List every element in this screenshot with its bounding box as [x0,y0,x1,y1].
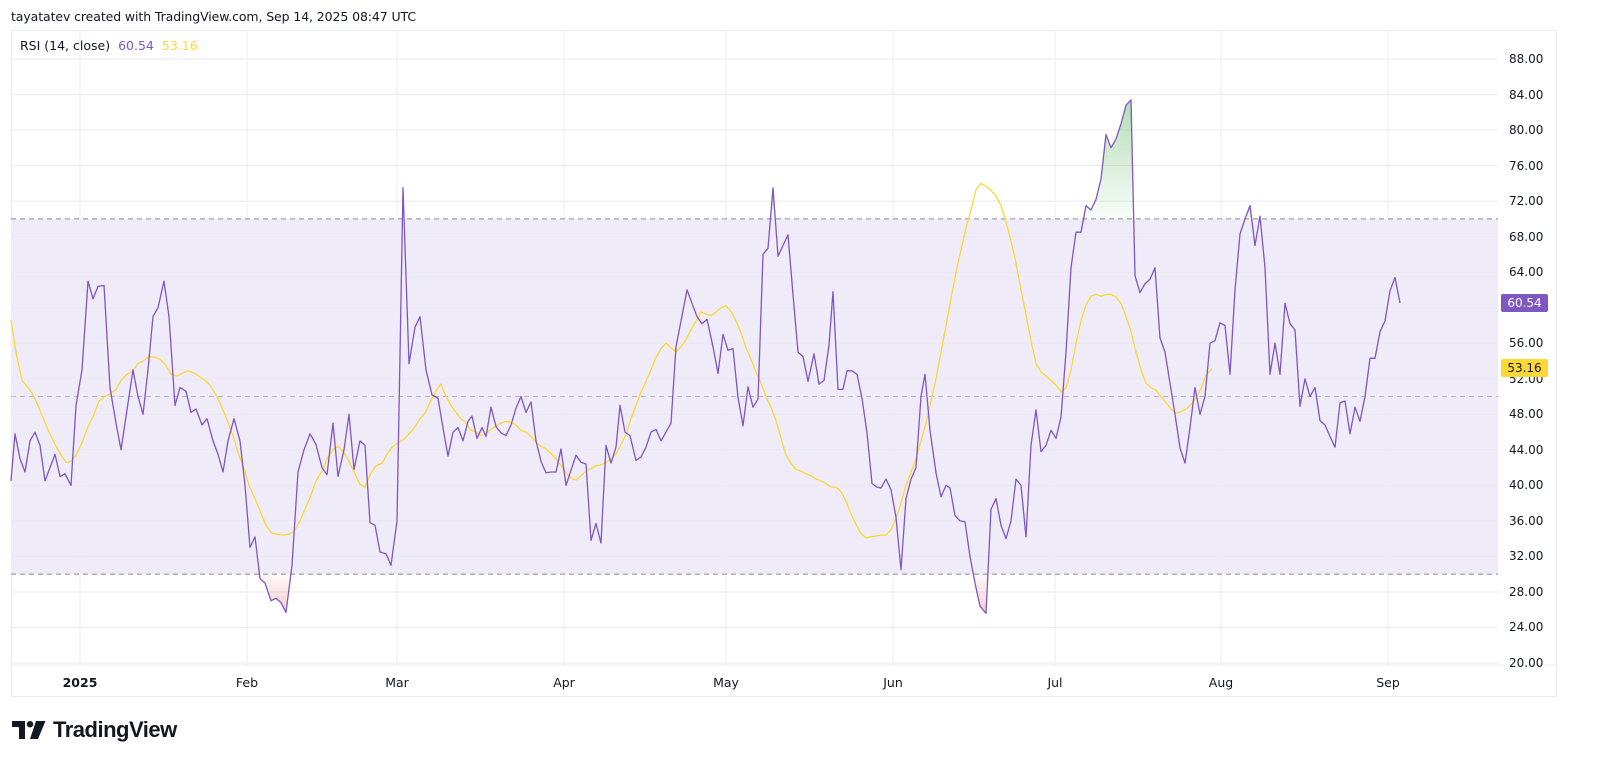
tradingview-logo-icon [12,721,46,739]
oversold-fill [973,574,988,614]
y-axis-tick-label: 20.00 [1509,656,1544,670]
y-axis-tick-label: 36.00 [1509,513,1544,528]
rsi-ma-value: 53.16 [161,38,198,53]
y-axis-tick-label: 24.00 [1509,620,1544,635]
indicator-title: RSI (14, close) [20,38,111,53]
x-axis-tick-label: Feb [235,675,259,690]
x-axis-tick-label: Mar [385,675,409,690]
y-axis-tick-label: 72.00 [1509,194,1544,209]
rsi-last-value-badge: 60.54 [1501,293,1548,312]
rsi-ma-line [10,182,1213,539]
rsi-ma-last-value-badge: 53.16 [1501,359,1548,378]
brand-name: TradingView [53,717,177,742]
oversold-fill [259,574,291,613]
x-axis-tick-label: Apr [553,675,575,690]
x-axis-tick-label: Jun [883,675,903,690]
chart-credit: tayatatev created with TradingView.com, … [11,9,416,24]
y-axis-tick-label: 40.00 [1509,478,1544,493]
y-axis-tick-label: 76.00 [1509,158,1544,173]
y-axis-tick-label: 48.00 [1509,407,1544,422]
overbought-fill [1083,99,1134,219]
indicator-legend[interactable]: RSI (14, close) 60.54 53.16 [20,38,198,53]
y-axis-tick-label: 68.00 [1509,229,1544,244]
x-axis-tick-label: 2025 [62,675,98,690]
tradingview-logo[interactable]: TradingView [12,717,177,743]
y-axis-tick-label: 28.00 [1509,584,1544,599]
y-axis-tick-label: 80.00 [1509,123,1544,138]
y-axis-tick-label: 32.00 [1509,549,1544,564]
x-axis-tick-label: Jul [1047,675,1063,690]
y-axis-tick-label: 84.00 [1509,87,1544,102]
y-axis-tick-label: 64.00 [1509,265,1544,280]
rsi-value: 60.54 [118,38,154,53]
x-axis-tick-label: Aug [1208,675,1234,690]
y-axis-tick-label: 44.00 [1509,442,1544,457]
y-axis-tick-label: 56.00 [1509,336,1544,351]
y-axis-tick-label: 88.00 [1509,52,1544,66]
rsi-line [10,99,1401,614]
x-axis-tick-label: Sep [1376,675,1400,690]
x-axis-tick-label: May [713,675,739,690]
